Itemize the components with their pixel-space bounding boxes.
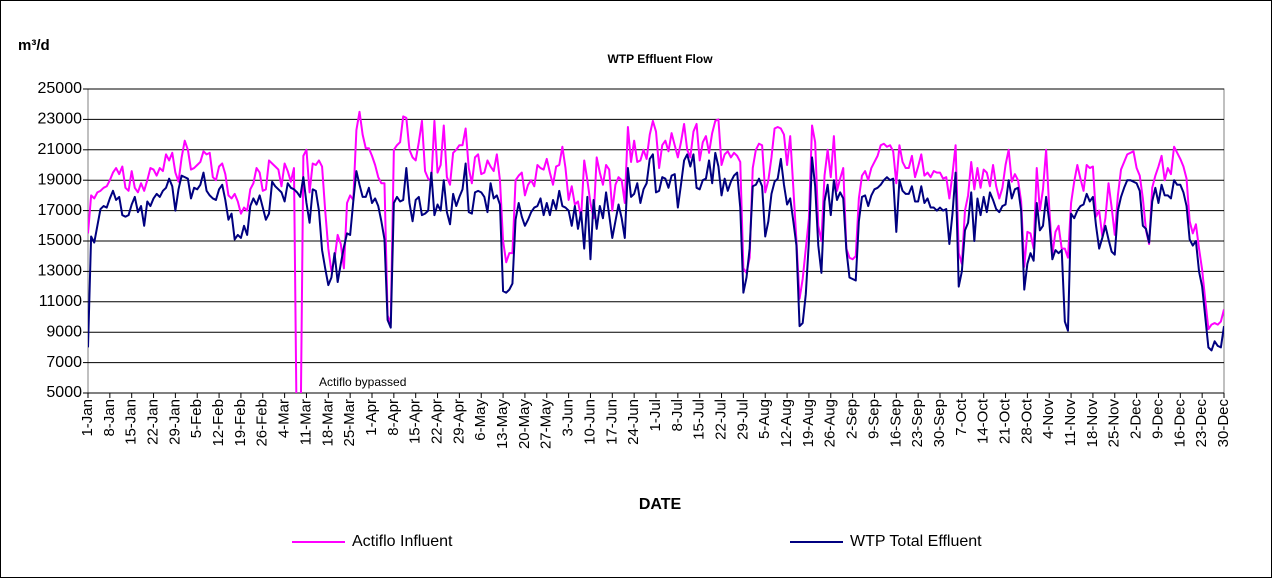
plot-lines	[88, 110, 1224, 393]
x-tick-label: 3-Jun	[560, 399, 577, 437]
x-tick-label: 29-Apr	[450, 399, 467, 444]
x-tick-label: 12-Feb	[210, 399, 227, 447]
x-tick-label: 8-Apr	[385, 399, 402, 436]
x-tick-label: 27-May	[538, 399, 555, 450]
x-tick-label: 1-Apr	[363, 399, 380, 436]
x-tick-label: 15-Jan	[123, 399, 140, 445]
x-tick-label: 29-Jul	[734, 399, 751, 440]
y-tick-label: 9000	[46, 323, 82, 340]
x-tick-label: 16-Dec	[1171, 399, 1188, 448]
x-tick-label: 9-Sep	[865, 399, 882, 439]
chart-title: WTP Effluent Flow	[607, 52, 713, 66]
x-tick-label: 30-Sep	[931, 399, 948, 447]
x-tick-label: 19-Feb	[232, 399, 249, 447]
legend-label: WTP Total Effluent	[850, 533, 982, 550]
annotation: Actiflo bypassed	[319, 375, 406, 389]
x-tick-label: 15-Jul	[691, 399, 708, 440]
x-tick-label: 13-May	[494, 399, 511, 450]
y-tick-label: 23000	[38, 111, 83, 128]
x-tick-label: 17-Jun	[603, 399, 620, 445]
x-tick-label: 2-Dec	[1128, 399, 1145, 440]
x-tick-label: 8-Jul	[669, 399, 686, 432]
x-tick-label: 1-Jul	[647, 399, 664, 432]
x-tick-label: 4-Mar	[276, 399, 293, 438]
y-tick-label: 15000	[38, 232, 83, 249]
x-tick-label: 25-Mar	[341, 399, 358, 447]
x-tick-label: 16-Sep	[887, 399, 904, 447]
x-tick-label: 29-Jan	[166, 399, 183, 445]
x-axis-label: DATE	[639, 496, 682, 513]
x-tick-label: 10-Jun	[581, 399, 598, 445]
x-tick-label: 22-Jan	[145, 399, 162, 445]
x-tick-label: 5-Aug	[756, 399, 773, 439]
x-tick-label: 18-Mar	[319, 399, 336, 447]
data-line	[88, 151, 1224, 352]
y-tick-label: 21000	[38, 141, 83, 158]
x-tick-label: 7-Oct	[953, 398, 970, 436]
x-tick-label: 21-Oct	[997, 398, 1014, 444]
data-line	[88, 110, 1224, 393]
y-tick-label: 11000	[39, 293, 82, 310]
y-tick-label: 25000	[38, 80, 83, 97]
x-tick-label: 25-Nov	[1106, 399, 1123, 448]
x-tick-label: 11-Nov	[1062, 399, 1079, 447]
x-tick-label: 14-Oct	[975, 398, 992, 444]
x-tick-label: 4-Nov	[1040, 399, 1057, 440]
x-tick-label: 30-Dec	[1215, 399, 1232, 448]
x-tick-label: 12-Aug	[778, 399, 795, 447]
x-tick-label: 19-Aug	[800, 399, 817, 447]
x-tick-label: 22-Jul	[713, 399, 730, 440]
x-tick-label: 8-Jan	[101, 399, 118, 437]
y-axis-label: m³/d	[18, 37, 50, 54]
x-tick-label: 11-Mar	[297, 399, 314, 445]
x-tick-label: 22-Apr	[429, 399, 446, 444]
y-tick-label: 13000	[38, 263, 83, 280]
y-tick-label: 5000	[46, 384, 82, 401]
x-tick-label: 15-Apr	[407, 399, 424, 444]
x-tick-label: 23-Dec	[1193, 399, 1210, 448]
x-tick-label: 1-Jan	[79, 399, 96, 437]
x-tick-label: 6-May	[472, 399, 489, 441]
y-tick-label: 19000	[38, 171, 83, 188]
y-tick-label: 7000	[46, 354, 82, 371]
x-tick-label: 9-Dec	[1149, 399, 1166, 440]
x-tick-label: 26-Feb	[254, 399, 271, 447]
x-tick-label: 5-Feb	[188, 399, 205, 438]
x-tick-label: 2-Sep	[844, 399, 861, 439]
x-tick-label: 28-Oct	[1018, 398, 1035, 444]
x-tick-label: 26-Aug	[822, 399, 839, 447]
x-tick-label: 23-Sep	[909, 399, 926, 447]
x-tick-label: 24-Jun	[625, 399, 642, 445]
legend-label: Actiflo Influent	[352, 533, 453, 550]
x-tick-label: 18-Nov	[1084, 399, 1101, 448]
x-tick-label: 20-May	[516, 399, 533, 450]
y-tick-label: 17000	[38, 202, 83, 219]
